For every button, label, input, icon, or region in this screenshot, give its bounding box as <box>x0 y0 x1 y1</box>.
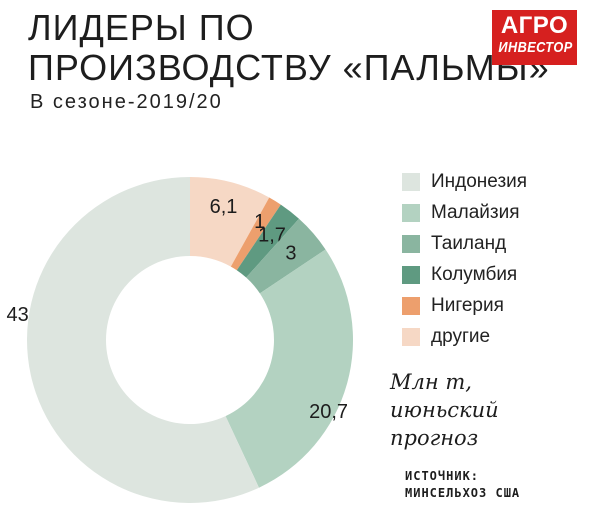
donut-slice <box>246 218 326 294</box>
donut-slice <box>230 197 281 271</box>
legend-item: другие <box>402 321 527 352</box>
logo-line-1: АГРО <box>500 12 569 39</box>
donut-slice <box>236 204 299 278</box>
donut-slice <box>225 249 354 488</box>
legend-swatch <box>402 327 420 346</box>
chart-title: ЛИДЕРЫ ПО ПРОИЗВОДСТВУ «ПАЛЬМЫ» <box>28 8 550 88</box>
legend-label: Малайзия <box>431 201 520 223</box>
title-line-2: ПРОИЗВОДСТВУ «ПАЛЬМЫ» <box>28 47 550 88</box>
legend-swatch <box>402 234 420 253</box>
chart-subtitle: В сезоне-2019/20 <box>30 91 223 113</box>
legend-label: другие <box>431 325 491 347</box>
source-line-1: ИСТОЧНИК: <box>405 469 480 483</box>
slice-value-label: 3 <box>285 243 296 265</box>
slice-value-label: 1 <box>254 211 265 233</box>
legend-label: Колумбия <box>431 263 518 285</box>
slice-value-label: 43 <box>7 304 29 326</box>
donut-slice <box>190 177 270 267</box>
legend-item: Таиланд <box>402 228 527 259</box>
legend: Индонезия Малайзия Таиланд Колумбия Ниге… <box>402 166 527 352</box>
logo-line-2: ИНВЕСТОР <box>498 39 573 56</box>
legend-item: Индонезия <box>402 166 527 197</box>
unit-line-2: июньский <box>390 398 499 422</box>
legend-label: Таиланд <box>431 232 507 254</box>
legend-swatch <box>402 172 420 191</box>
agroinvestor-logo: АГРО ИНВЕСТОР <box>492 10 577 65</box>
unit-note: Млн т, июньский прогноз <box>390 368 499 452</box>
legend-label: Нигерия <box>431 294 504 316</box>
unit-line-1: Млн т, <box>390 370 472 394</box>
legend-swatch <box>402 203 420 222</box>
legend-item: Нигерия <box>402 290 527 321</box>
source-note: ИСТОЧНИК: МИНСЕЛЬХОЗ США <box>405 468 520 502</box>
slice-value-label: 20,7 <box>309 401 348 423</box>
unit-line-3: прогноз <box>390 426 479 450</box>
legend-swatch <box>402 265 420 284</box>
donut-slice <box>26 177 259 504</box>
legend-item: Колумбия <box>402 259 527 290</box>
legend-item: Малайзия <box>402 197 527 228</box>
source-line-2: МИНСЕЛЬХОЗ США <box>405 486 521 500</box>
legend-swatch <box>402 296 420 315</box>
legend-label: Индонезия <box>431 170 528 192</box>
slice-value-label: 6,1 <box>210 196 238 218</box>
title-line-1: ЛИДЕРЫ ПО <box>28 7 255 48</box>
